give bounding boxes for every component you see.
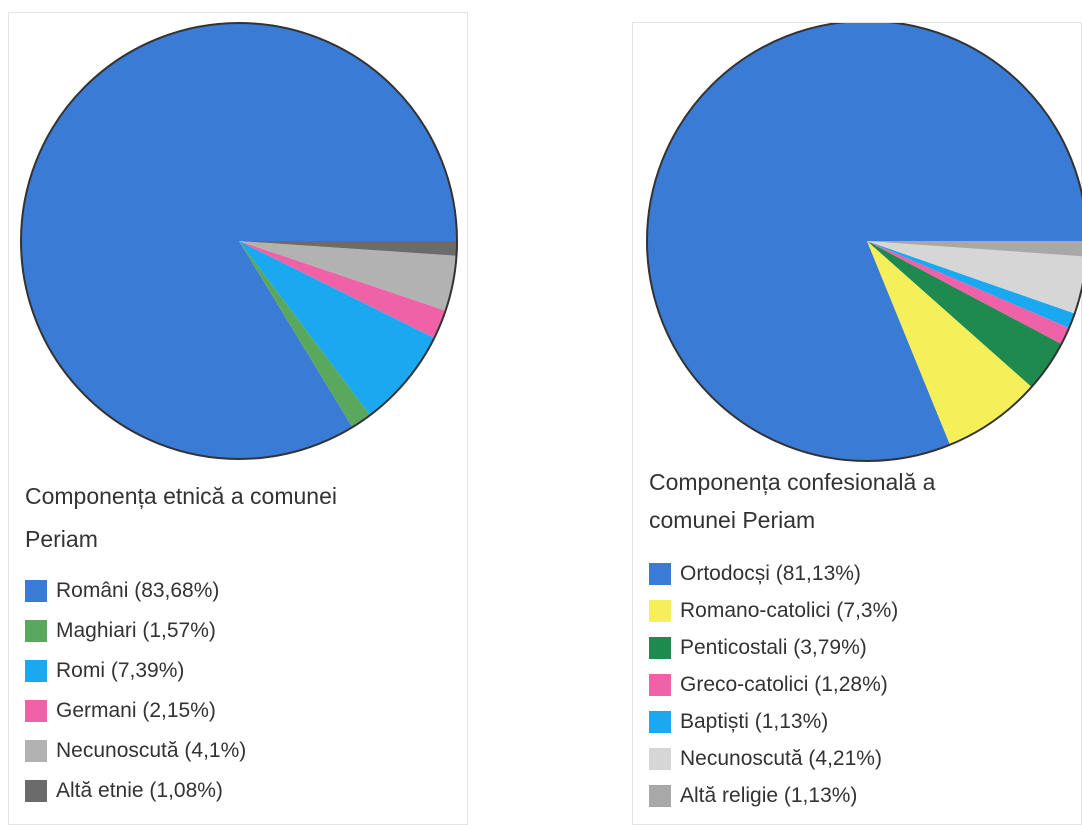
pie-slice bbox=[867, 241, 1070, 344]
chart-title: Componența confesională a comunei Periam bbox=[649, 469, 936, 533]
pie-chart bbox=[646, 23, 1082, 462]
legend-item: Romano-catolici (7,3%) bbox=[649, 592, 898, 629]
legend-item: Romi (7,39%) bbox=[25, 651, 246, 691]
legend-item: Greco-catolici (1,28%) bbox=[649, 666, 898, 703]
pie-chart bbox=[20, 22, 458, 460]
legend-swatch bbox=[649, 673, 671, 696]
legend-label: Greco-catolici (1,28%) bbox=[680, 672, 888, 696]
legend-label: Români (83,68%) bbox=[56, 579, 220, 602]
legend-item: Germani (2,15%) bbox=[25, 691, 246, 731]
legend-item: Penticostali (3,79%) bbox=[649, 629, 898, 666]
legend-swatch bbox=[649, 636, 671, 659]
legend: Ortodocși (81,13%) Romano-catolici (7,3%)… bbox=[649, 555, 898, 814]
legend-swatch bbox=[25, 660, 47, 682]
legend-label: Romi (7,39%) bbox=[56, 659, 185, 682]
legend-swatch bbox=[649, 784, 671, 807]
pie-slice bbox=[239, 241, 457, 256]
legend-item: Români (83,68%) bbox=[25, 571, 246, 611]
legend-label: Romano-catolici (7,3%) bbox=[680, 598, 899, 622]
legend-item: Altă religie (1,13%) bbox=[649, 777, 898, 814]
legend-swatch bbox=[649, 710, 671, 733]
legend-label: Baptiști (1,13%) bbox=[680, 709, 829, 733]
legend-swatch bbox=[25, 780, 47, 802]
pie-slice bbox=[647, 23, 1082, 461]
pie-outline bbox=[646, 23, 1082, 462]
legend-swatch bbox=[649, 562, 671, 585]
pie-slice bbox=[867, 241, 1082, 257]
legend-swatch bbox=[25, 700, 47, 722]
legend-label: Necunoscută (4,1%) bbox=[56, 739, 247, 762]
pie-outline bbox=[20, 22, 458, 460]
legend-swatch bbox=[649, 599, 671, 622]
legend-item: Maghiari (1,57%) bbox=[25, 611, 246, 651]
pie-slice bbox=[239, 241, 457, 311]
pie-slice bbox=[239, 241, 435, 416]
pie-slice bbox=[239, 241, 371, 428]
legend: Români (83,68%) Maghiari (1,57%) Romi (7,3… bbox=[25, 571, 246, 811]
legend-swatch bbox=[649, 747, 671, 770]
legend-item: Necunoscută (4,21%) bbox=[649, 740, 898, 777]
legend-item: Baptiști (1,13%) bbox=[649, 703, 898, 740]
pie-slice bbox=[867, 241, 1062, 387]
pie-slice bbox=[867, 241, 1032, 445]
legend-swatch bbox=[25, 620, 47, 642]
pie-slice bbox=[867, 241, 1075, 329]
legend-label: Necunoscută (4,21%) bbox=[680, 746, 882, 770]
legend-label: Penticostali (3,79%) bbox=[680, 635, 867, 659]
legend-label: Altă religie (1,13%) bbox=[680, 783, 858, 807]
legend-label: Ortodocși (81,13%) bbox=[680, 561, 861, 585]
pie-slice bbox=[20, 22, 457, 460]
legend-label: Altă etnie (1,08%) bbox=[56, 779, 223, 802]
legend-item: Necunoscută (4,1%) bbox=[25, 731, 246, 771]
legend-label: Maghiari (1,57%) bbox=[56, 619, 216, 642]
chart-panel: Componența etnică a comunei Periam Român… bbox=[8, 12, 468, 825]
legend-swatch bbox=[25, 740, 47, 762]
legend-item: Ortodocși (81,13%) bbox=[649, 555, 898, 592]
pie-slice bbox=[867, 241, 1082, 314]
chart-panel: Componența confesională a comunei Periam… bbox=[632, 22, 1082, 825]
chart-title: Componența etnică a comunei Periam bbox=[25, 483, 337, 552]
pie-slice bbox=[239, 241, 446, 338]
legend-swatch bbox=[25, 580, 47, 602]
legend-label: Germani (2,15%) bbox=[56, 699, 216, 722]
legend-item: Altă etnie (1,08%) bbox=[25, 771, 246, 811]
